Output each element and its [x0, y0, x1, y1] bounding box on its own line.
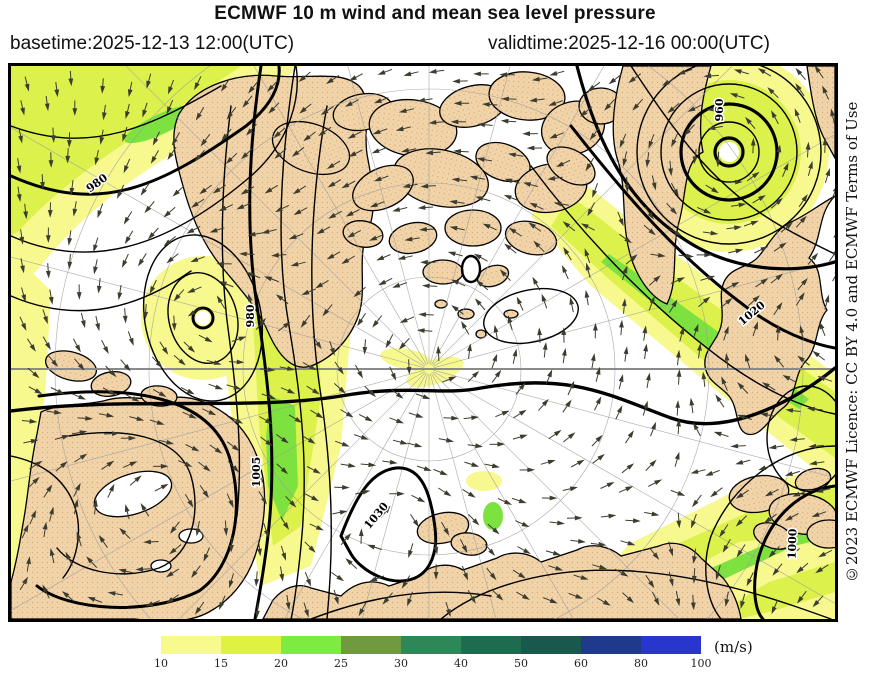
map-canvas: 960 980 980 1005 1020 1030 1000 [8, 63, 838, 622]
legend-tick: 25 [334, 657, 348, 670]
isobar-layer [11, 66, 835, 619]
legend-swatch [401, 636, 461, 654]
legend-tick: 10 [154, 657, 168, 670]
legend-tick: 50 [514, 657, 528, 670]
land-layer [11, 66, 835, 619]
legend-tick: 30 [394, 657, 408, 670]
isobar-label: 980 [244, 304, 257, 327]
legend-swatch [341, 636, 401, 654]
legend-tick: 20 [274, 657, 288, 670]
legend-tick: 80 [634, 657, 648, 670]
legend-swatch [641, 636, 701, 654]
legend-swatch [581, 636, 641, 654]
wind-arrows-layer [16, 66, 835, 619]
legend-tick: 15 [214, 657, 228, 670]
isobar-label: 1005 [250, 457, 263, 488]
copyright-notice: ©2023 ECMWF Licence: CC BY 4.0 and ECMWF… [843, 101, 861, 584]
legend-swatch [521, 636, 581, 654]
isobar-label: 1000 [785, 528, 799, 559]
legend-tick: 60 [574, 657, 588, 670]
wind-speed-legend: 10 15 20 25 30 40 50 60 80 100 (m/s) [0, 630, 870, 680]
legend-tick: 40 [454, 657, 468, 670]
isobar-label: 960 [713, 98, 726, 121]
landmass-northeast [612, 66, 712, 305]
legend-tick: 100 [690, 657, 712, 670]
legend-swatch [281, 636, 341, 654]
landmass-south [262, 542, 742, 619]
page-title: ECMWF 10 m wind and mean sea level press… [214, 3, 656, 24]
landmass-east [704, 195, 835, 436]
legend-units: (m/s) [714, 638, 753, 656]
landmass-ne-corner [806, 66, 835, 160]
weather-map-svg: 960 980 980 1005 1020 1030 1000 [11, 66, 835, 619]
legend-swatch [461, 636, 521, 654]
validtime-label: validtime:2025-12-16 00:00(UTC) [488, 33, 770, 54]
landmass-archipelago [271, 71, 624, 339]
basetime-label: basetime:2025-12-13 12:00(UTC) [10, 33, 295, 54]
legend-swatch [221, 636, 281, 654]
legend-swatch [161, 636, 221, 654]
